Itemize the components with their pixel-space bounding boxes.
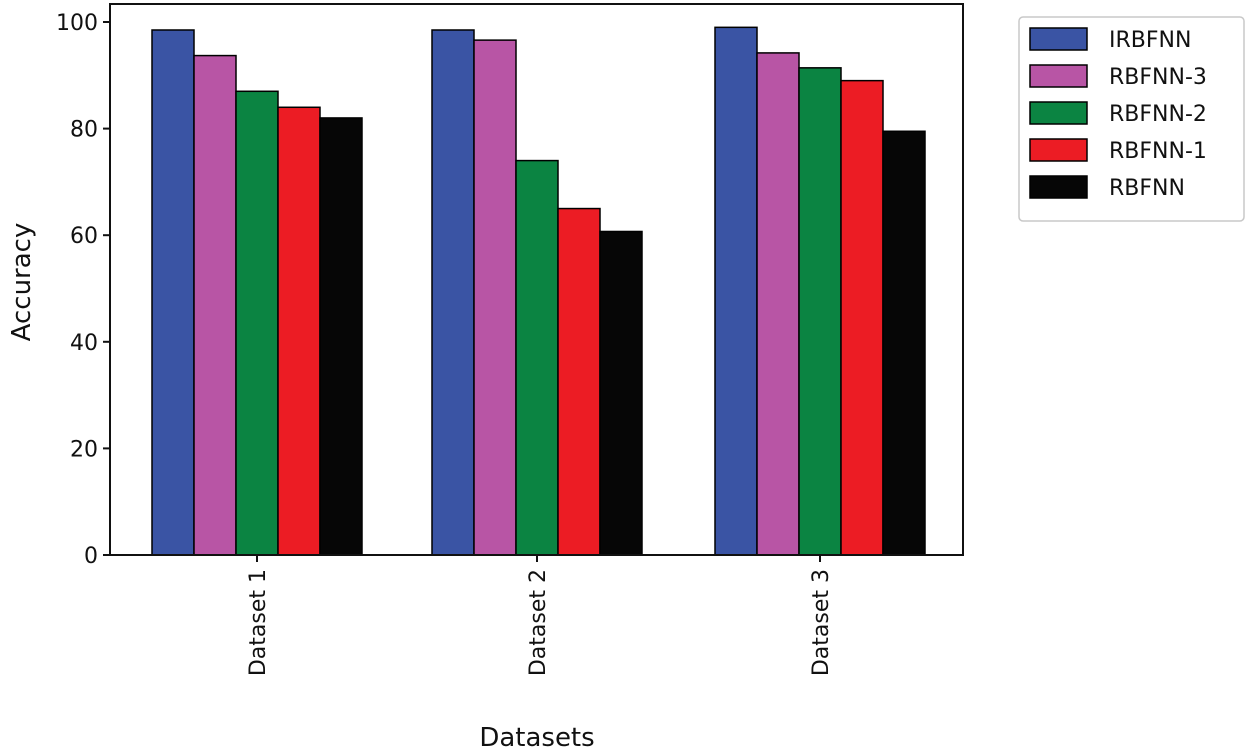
bar-rbfnn-1-dataset-1 [277, 106, 321, 556]
x-axis: Dataset 1 Dataset 2 Dataset 3 [246, 555, 834, 676]
y-tick-label: 60 [70, 224, 98, 249]
y-tick-label: 100 [56, 11, 98, 36]
legend-swatch-rbfnn-1 [1029, 138, 1088, 162]
y-tick-label: 80 [70, 118, 98, 143]
bar-rbfnn-2-dataset-3 [798, 67, 842, 556]
bar-rbfnn-1-dataset-2 [557, 207, 601, 556]
x-tick-label: Dataset 1 [246, 569, 271, 676]
bar-rbfnn-dataset-2 [599, 230, 643, 556]
bar-rbfnn-dataset-3 [882, 130, 926, 556]
bar-rbfnn-3-dataset-1 [193, 54, 237, 556]
y-tick-label: 0 [84, 544, 98, 569]
legend-label-irbfnn: IRBFNN [1109, 28, 1191, 53]
bar-irbfnn-dataset-1 [151, 29, 195, 556]
y-axis-label: Accuracy [7, 223, 37, 342]
bar-rbfnn-1-dataset-3 [840, 79, 884, 556]
legend: IRBFNN RBFNN-3 RBFNN-2 RBFNN-1 RBFNN [1018, 16, 1245, 222]
legend-label-rbfnn-2: RBFNN-2 [1109, 102, 1207, 127]
y-axis: 0 20 40 60 80 100 [56, 11, 110, 569]
x-axis-label: Datasets [479, 723, 594, 751]
legend-label-rbfnn-1: RBFNN-1 [1109, 139, 1207, 164]
legend-swatch-rbfnn-2 [1029, 101, 1088, 125]
y-tick-label: 20 [70, 437, 98, 462]
bar-rbfnn-2-dataset-2 [515, 159, 559, 556]
y-tick-label: 40 [70, 331, 98, 356]
x-tick-label: Dataset 3 [809, 569, 834, 676]
x-tick-label: Dataset 2 [526, 569, 551, 676]
legend-label-rbfnn-3: RBFNN-3 [1109, 65, 1207, 90]
bar-rbfnn-3-dataset-2 [473, 39, 517, 556]
bars-layer [151, 26, 926, 556]
bar-rbfnn-2-dataset-1 [235, 90, 279, 556]
legend-swatch-rbfnn [1029, 175, 1088, 199]
legend-label-rbfnn: RBFNN [1109, 176, 1185, 201]
bar-rbfnn-3-dataset-3 [756, 52, 800, 556]
legend-swatch-rbfnn-3 [1029, 64, 1088, 88]
bar-rbfnn-dataset-1 [319, 117, 363, 556]
bar-irbfnn-dataset-2 [431, 29, 475, 556]
bar-irbfnn-dataset-3 [714, 26, 758, 556]
legend-swatch-irbfnn [1029, 27, 1088, 51]
